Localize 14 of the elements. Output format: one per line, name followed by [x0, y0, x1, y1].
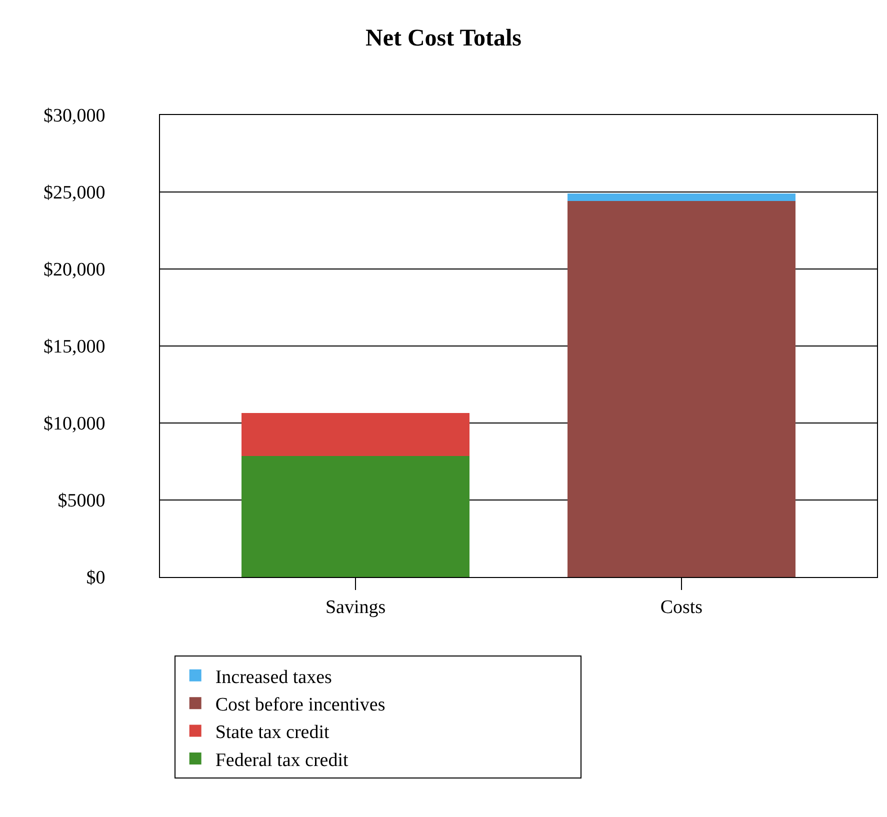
y-tick-label: $0	[86, 568, 106, 589]
legend-label: Increased taxes	[215, 666, 332, 688]
legend-label: Federal tax credit	[215, 750, 349, 771]
chart-title: Net Cost Totals	[365, 25, 522, 52]
y-tick-label: $10,000	[43, 414, 106, 435]
legend-label: State tax credit	[215, 722, 330, 744]
x-tick-label: Costs	[660, 596, 703, 618]
y-tick-label: $20,000	[43, 260, 106, 281]
x-tick-label: Savings	[325, 596, 386, 618]
y-tick-label: $25,000	[43, 182, 106, 204]
y-tick-label: $5000	[58, 490, 106, 512]
y-tick-label: $30,000	[43, 106, 106, 127]
legend-label: Cost before incentives	[215, 694, 386, 716]
y-tick-label: $15,000	[43, 336, 106, 358]
